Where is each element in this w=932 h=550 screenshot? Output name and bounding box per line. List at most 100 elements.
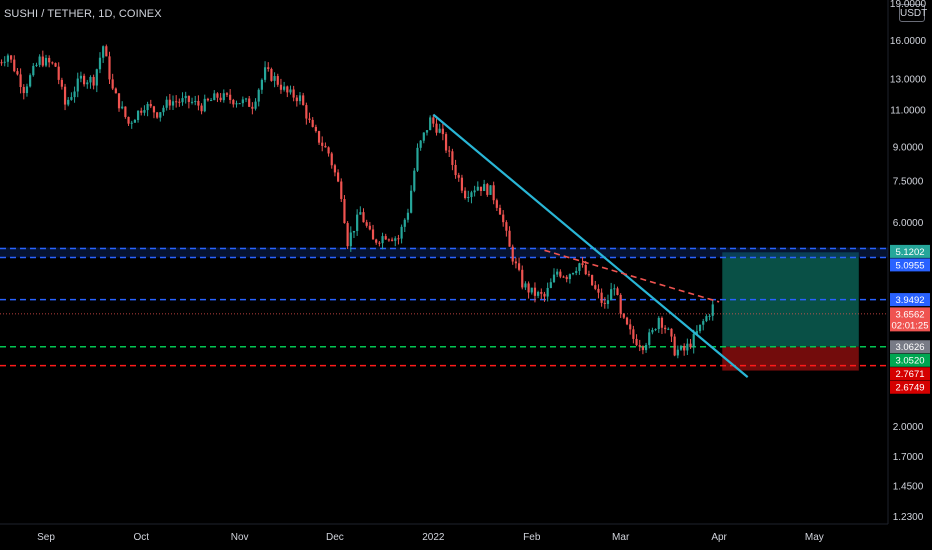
candle	[660, 316, 664, 334]
currency-selector[interactable]: USDT	[899, 4, 927, 22]
candle-body	[187, 95, 190, 102]
time-tick-label: Nov	[231, 532, 249, 543]
candle	[698, 324, 702, 334]
candle	[314, 124, 317, 133]
candle-body	[117, 93, 121, 109]
candle-body	[140, 110, 143, 113]
candle-body	[495, 200, 498, 208]
candle	[184, 91, 187, 104]
candle	[508, 226, 511, 247]
price-labels: 5.12025.09553.94923.656202:01:253.06263.…	[890, 244, 930, 394]
candle	[156, 111, 159, 119]
candle-body	[591, 275, 594, 286]
candle	[530, 287, 533, 295]
candle	[394, 236, 397, 247]
candle-body	[457, 175, 460, 178]
candle-body	[679, 345, 683, 350]
price-tick-label: 9.0000	[893, 143, 924, 154]
candle	[403, 218, 406, 232]
price-label-bg	[890, 353, 930, 367]
candle	[622, 312, 625, 319]
trendline-0	[432, 113, 749, 378]
candle	[362, 208, 365, 223]
price-tick-label: 11.0000	[890, 106, 926, 117]
candle-body	[635, 338, 638, 346]
candle-body	[578, 263, 581, 271]
candle	[330, 151, 333, 169]
candle	[181, 92, 184, 106]
candle	[13, 55, 16, 73]
candle	[521, 265, 524, 290]
candle-body	[638, 345, 641, 347]
candle-body	[632, 329, 635, 339]
candle	[492, 181, 495, 205]
candle	[95, 68, 98, 93]
candle-body	[622, 313, 625, 318]
price-label-text: 3.9492	[895, 295, 924, 306]
candle	[505, 220, 508, 237]
candle	[203, 94, 206, 113]
candle	[651, 327, 654, 335]
candle	[352, 230, 356, 239]
candle-body	[29, 75, 32, 87]
price-label: 3.0626	[890, 340, 930, 354]
candle-body	[625, 317, 629, 325]
price-tick-label: 16.0000	[890, 36, 927, 47]
candle	[673, 333, 676, 357]
candle-body	[200, 105, 203, 112]
candle	[162, 105, 165, 116]
candle-body	[305, 105, 308, 119]
candle-body	[654, 329, 657, 331]
candle-body	[562, 276, 565, 278]
candle-body	[394, 238, 397, 241]
candle	[441, 123, 444, 141]
countdown-text: 02:01:25	[892, 320, 929, 331]
candle	[260, 78, 263, 94]
candle-body	[57, 66, 60, 80]
candle	[302, 92, 305, 106]
candle	[295, 95, 298, 107]
candle	[146, 101, 149, 117]
candle	[324, 142, 327, 148]
candle	[356, 209, 359, 236]
candle	[514, 257, 517, 269]
candle	[136, 110, 140, 123]
candle-body	[540, 292, 543, 294]
candle-body	[702, 321, 705, 325]
candle	[276, 73, 279, 87]
price-label-text: 2.6749	[895, 383, 924, 394]
candle-body	[460, 177, 464, 191]
candle-body	[286, 86, 289, 93]
candle	[225, 92, 229, 98]
candle	[603, 297, 606, 309]
price-tick-label: 6.0000	[893, 218, 924, 229]
candle	[73, 86, 76, 103]
candle	[457, 172, 460, 182]
candle	[419, 139, 422, 151]
candle-body	[254, 101, 257, 109]
candle	[22, 84, 25, 100]
candle	[708, 313, 711, 321]
candle-body	[705, 316, 708, 322]
candle-body	[400, 226, 403, 239]
candle-body	[41, 56, 44, 66]
candle-body	[689, 343, 692, 348]
candle	[311, 117, 314, 128]
candle	[70, 92, 73, 101]
candle-body	[248, 98, 251, 107]
candle-body	[184, 95, 187, 99]
candle-body	[533, 287, 537, 296]
candle-body	[384, 236, 387, 240]
candle	[241, 96, 244, 107]
candle-body	[194, 100, 197, 102]
candle	[489, 185, 492, 196]
candle-body	[410, 190, 413, 213]
candle-body	[587, 274, 591, 276]
candle-body	[683, 345, 686, 351]
candle	[664, 325, 667, 334]
candle-body	[692, 333, 695, 348]
candle	[229, 89, 232, 104]
candle-body	[537, 292, 540, 296]
candle-body	[381, 236, 384, 244]
